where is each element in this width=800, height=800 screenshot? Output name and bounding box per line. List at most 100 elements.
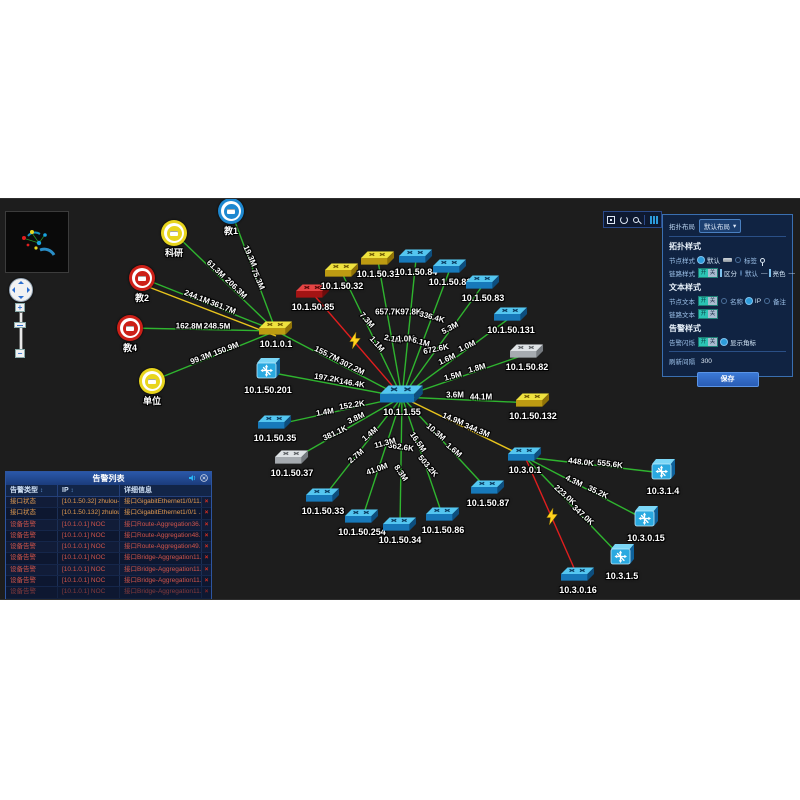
alarm-table-row[interactable]: 设备告警 [10.1.0.1] NOC 接口Bridge-Aggregation… xyxy=(6,564,211,577)
refresh-icon[interactable] xyxy=(620,215,628,224)
option-label[interactable]: 标签 xyxy=(744,258,757,265)
radio-名称[interactable] xyxy=(721,298,727,304)
radio-IP[interactable] xyxy=(745,298,752,304)
column-header-ip[interactable]: IP ↕ xyxy=(58,485,120,496)
pan-dpad[interactable] xyxy=(9,278,33,302)
radio-默认[interactable] xyxy=(698,257,704,263)
option-label[interactable]: 亮色 xyxy=(772,271,786,278)
topology-canvas[interactable]: 教1 科研 教2 教4 单位 10.1.0.1 10.1.50.85 10.1.… xyxy=(0,198,800,600)
row-action[interactable]: × xyxy=(202,599,211,600)
close-icon[interactable] xyxy=(200,474,208,482)
row-action[interactable]: × xyxy=(204,554,209,562)
row-action[interactable]: × xyxy=(204,509,209,517)
router-icon xyxy=(650,458,676,488)
alarm-ip: [10.1.0.1] NOC xyxy=(58,576,120,587)
pan-down-icon[interactable] xyxy=(18,296,24,299)
alarm-table-row[interactable]: 设备告警 [10.1.0.1] NOC 接口Bridge-Aggregation… xyxy=(6,587,211,599)
alarm-type: 接口状态 xyxy=(6,497,58,508)
row-action[interactable]: × xyxy=(204,588,209,596)
columns-icon[interactable] xyxy=(644,214,658,225)
zoom-in-button[interactable]: + xyxy=(15,303,25,312)
alarm-table-row[interactable]: 接口状态 [10.1.50.32] zhulou-32 接口GigabitEth… xyxy=(6,497,211,509)
edge-10.1.1.55-10.1.50.131 xyxy=(401,316,512,398)
option-label[interactable]: IP xyxy=(754,297,762,305)
switch-icon xyxy=(426,507,460,526)
row-action[interactable]: × xyxy=(204,498,209,505)
row-label: 节点样式 xyxy=(669,258,695,265)
pan-up-icon[interactable] xyxy=(18,281,24,284)
zoom-handle[interactable] xyxy=(14,322,26,328)
row-action[interactable]: × xyxy=(204,531,209,539)
zoom-out-button[interactable]: − xyxy=(15,349,25,358)
option-label[interactable]: 显示角标 xyxy=(730,340,756,347)
option-label[interactable]: 区分 xyxy=(724,271,737,278)
radio-标签[interactable] xyxy=(735,257,741,263)
router-icon xyxy=(633,505,659,535)
switch-icon xyxy=(345,509,379,528)
radio-备注[interactable] xyxy=(764,298,770,304)
edge-10.1.1.55-10.1.50.84 xyxy=(401,258,417,398)
alarm-table-rows: 接口状态 [10.1.50.32] zhulou-32 接口GigabitEth… xyxy=(6,497,211,600)
alarm-table-row[interactable]: 设备告警 [10.1.0.1] NOC 接口Bridge-Aggregation… xyxy=(6,576,211,588)
search-zoom-icon[interactable] xyxy=(633,216,639,223)
row-action[interactable]: × xyxy=(204,577,209,585)
toggle[interactable]: 开关 xyxy=(698,337,718,347)
toggle[interactable]: 开关 xyxy=(698,309,718,319)
alarm-table-row[interactable]: 设备告警 [10.1.0.1] NOC 接口Bridge-Aggregation… xyxy=(6,553,211,565)
section-title: 拓扑样式 xyxy=(669,242,701,251)
alarm-detail: 接口Route-Aggregation49... xyxy=(120,542,202,553)
column-header-detail: 详细信息 xyxy=(124,487,152,494)
toggle[interactable]: 开关 xyxy=(698,268,718,278)
fit-view-icon[interactable] xyxy=(607,215,615,224)
alarm-table-row[interactable]: 设备告警 [10.1.0.1] NOC 接口Route-Aggregation3… xyxy=(6,519,211,531)
alarm-ip: [10.1.50.132] zhulou... xyxy=(58,508,120,519)
switch-icon xyxy=(258,415,292,434)
alarm-table-row[interactable]: 设备告警 [10.1.0.1] NOC 接口Bridge-Aggregation… xyxy=(6,598,211,600)
refresh-interval-label: 刷新间隔 xyxy=(669,359,695,366)
node-label: 10.1.50.132 xyxy=(509,411,557,421)
radio-显示角标[interactable] xyxy=(721,339,727,345)
edge-keyan-10.1.0.1 xyxy=(173,232,277,332)
edge-traffic-label: 248.5M xyxy=(203,321,231,331)
edge-traffic-label: 97.8K xyxy=(400,307,422,317)
layout-dropdown[interactable]: 默认布局 ▾ xyxy=(699,219,742,233)
alarm-type: 设备告警 xyxy=(6,553,58,564)
edges-layer xyxy=(129,210,664,578)
alarm-table-row[interactable]: 设备告警 [10.1.0.1] NOC 接口Route-Aggregation4… xyxy=(6,542,211,554)
option-label[interactable]: 默认 xyxy=(745,271,758,278)
node-label: 10.1.1.55 xyxy=(383,407,421,417)
alarm-detail: 接口Bridge-Aggregation11... xyxy=(120,587,202,598)
sort-icon: ↕ xyxy=(70,488,74,494)
save-button[interactable]: 保存 xyxy=(696,372,759,387)
canvas-toolbar xyxy=(603,211,662,228)
pan-left-icon[interactable] xyxy=(12,287,15,293)
alarm-table-row[interactable]: 设备告警 [10.1.0.1] NOC 接口Route-Aggregation4… xyxy=(6,530,211,543)
row-action[interactable]: × xyxy=(204,543,209,551)
circle-icon xyxy=(117,315,143,341)
column-header-type[interactable]: 告警类型 ↕ xyxy=(6,485,58,496)
row-action[interactable]: × xyxy=(204,520,209,528)
alarm-detail: 接口Bridge-Aggregation11... xyxy=(120,598,202,599)
alarm-table-header: 告警类型 ↕ IP ↕ 详细信息 xyxy=(6,485,211,497)
toggle[interactable]: 开关 xyxy=(698,296,718,306)
node-label: 教4 xyxy=(122,343,138,353)
alarm-detail: 接口Route-Aggregation48... xyxy=(120,530,202,542)
alarm-ip: [10.1.0.1] NOC xyxy=(58,587,120,598)
style-row: 节点样式 默认 标签 xyxy=(669,255,786,266)
alarm-table-row[interactable]: 接口状态 [10.1.50.132] zhulou... 接口GigabitEt… xyxy=(6,508,211,520)
refresh-interval-value[interactable]: 300 xyxy=(701,357,712,365)
edge-10.1.1.55-10.1.50.81 xyxy=(401,268,451,398)
option-label[interactable]: 默认 xyxy=(707,258,720,265)
speaker-icon[interactable] xyxy=(189,474,197,482)
minimap[interactable] xyxy=(5,211,69,273)
option-label[interactable]: 备注 xyxy=(773,299,786,306)
edge-10.1.0.1-10.1.1.55 xyxy=(275,330,403,398)
node-label: 10.1.50.131 xyxy=(487,325,535,335)
zoom-track[interactable] xyxy=(19,312,23,350)
radio-默认[interactable] xyxy=(740,270,742,276)
edge-danwei-10.1.0.1 xyxy=(151,330,277,382)
alarm-type: 设备告警 xyxy=(6,530,58,542)
option-label[interactable]: 名称 xyxy=(729,299,743,306)
pan-right-icon[interactable] xyxy=(27,287,30,293)
row-action[interactable]: × xyxy=(204,565,209,573)
